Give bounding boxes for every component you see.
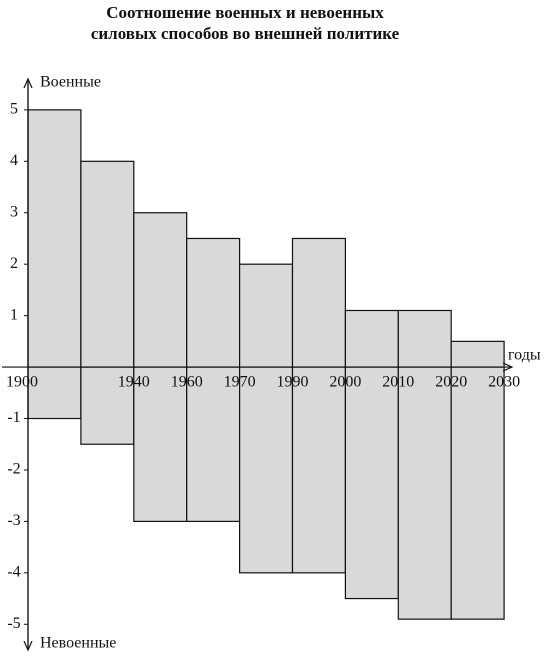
y-tick-label: -2 xyxy=(7,461,20,478)
bar xyxy=(80,366,135,445)
bar xyxy=(80,160,135,368)
y-tick-label: 3 xyxy=(10,203,18,220)
y-tick-label: -4 xyxy=(7,564,20,581)
x-tick-label: 2030 xyxy=(488,374,520,391)
bar xyxy=(450,366,505,620)
x-tick-label: 2000 xyxy=(329,374,361,391)
bar xyxy=(239,263,294,368)
y-label-top: Военные xyxy=(40,74,101,91)
bar xyxy=(397,366,452,620)
bar xyxy=(186,366,241,522)
x-tick-label: 2010 xyxy=(382,374,414,391)
bar xyxy=(186,237,241,368)
x-tick-label: 1940 xyxy=(118,374,150,391)
bar xyxy=(344,309,399,368)
bar xyxy=(397,309,452,368)
chart-title: силовых способов во внешней политике xyxy=(91,24,400,43)
y-tick-label: 4 xyxy=(10,152,18,169)
bar xyxy=(239,366,294,574)
x-tick-label: 1960 xyxy=(171,374,203,391)
bar xyxy=(291,237,347,368)
bar xyxy=(133,212,188,368)
chart-title: Соотношение военных и невоенных xyxy=(106,3,384,22)
bar xyxy=(450,340,505,368)
x-tick-label: 1970 xyxy=(224,374,256,391)
bar xyxy=(27,366,82,420)
x-tick-label: 1990 xyxy=(277,374,309,391)
x-axis-label: годы xyxy=(508,347,541,364)
x-tick-label: 2020 xyxy=(435,374,467,391)
bar xyxy=(27,109,82,368)
y-tick-label: -3 xyxy=(7,512,20,529)
bar xyxy=(344,366,399,600)
y-label-bottom: Невоенные xyxy=(40,635,116,652)
y-tick-label: -1 xyxy=(7,409,20,426)
y-tick-label: 2 xyxy=(10,255,18,272)
y-tick-label: -5 xyxy=(7,615,20,632)
y-tick-label: 5 xyxy=(10,101,18,118)
x-tick-label: 1900 xyxy=(6,374,38,391)
bar xyxy=(291,366,347,574)
y-tick-label: 1 xyxy=(10,306,18,323)
